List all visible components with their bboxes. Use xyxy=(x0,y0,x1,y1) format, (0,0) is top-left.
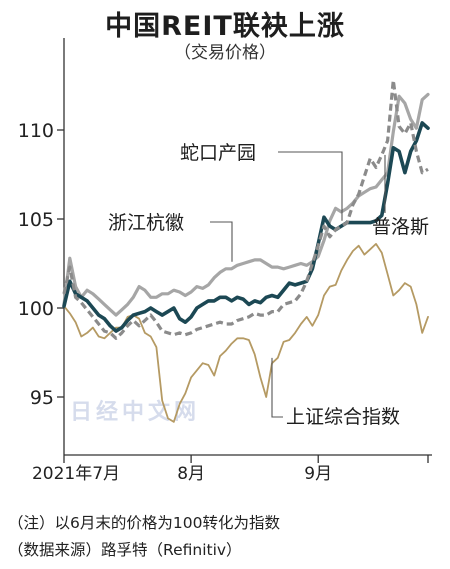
chart-title: 中国REIT联袂上涨 xyxy=(105,11,345,42)
chart-subtitle: （交易价格） xyxy=(174,43,276,63)
x-tick-label: 9月 xyxy=(304,464,332,484)
chart-axes: 95 100 105 110 2021年7月 8月 9月 xyxy=(18,38,432,484)
series-line-2 xyxy=(62,121,430,333)
x-tick-label: 8月 xyxy=(177,464,205,484)
data-source: （数据来源）路孚特（Refinitiv） xyxy=(8,541,242,559)
series-label: 浙江杭徽 xyxy=(108,212,184,234)
series-line-4 xyxy=(63,242,429,423)
series-label: 蛇口产园 xyxy=(180,142,256,164)
series-label: 上证综合指数 xyxy=(286,406,400,428)
label-leader-line xyxy=(271,357,283,418)
y-tick-label: 100 xyxy=(18,298,54,320)
label-leader-line xyxy=(210,221,233,262)
y-tick-label: 110 xyxy=(18,120,54,142)
chart-note: （注）以6月末的价格为100转化为指数 xyxy=(8,514,280,532)
y-tick-label: 95 xyxy=(30,387,54,409)
series-line-1 xyxy=(62,92,430,317)
x-tick-label: 2021年7月 xyxy=(32,464,120,484)
series-label: 普洛斯 xyxy=(372,216,429,238)
chart-series xyxy=(62,78,430,423)
label-leader-line xyxy=(278,151,343,221)
y-tick-label: 105 xyxy=(18,209,54,231)
